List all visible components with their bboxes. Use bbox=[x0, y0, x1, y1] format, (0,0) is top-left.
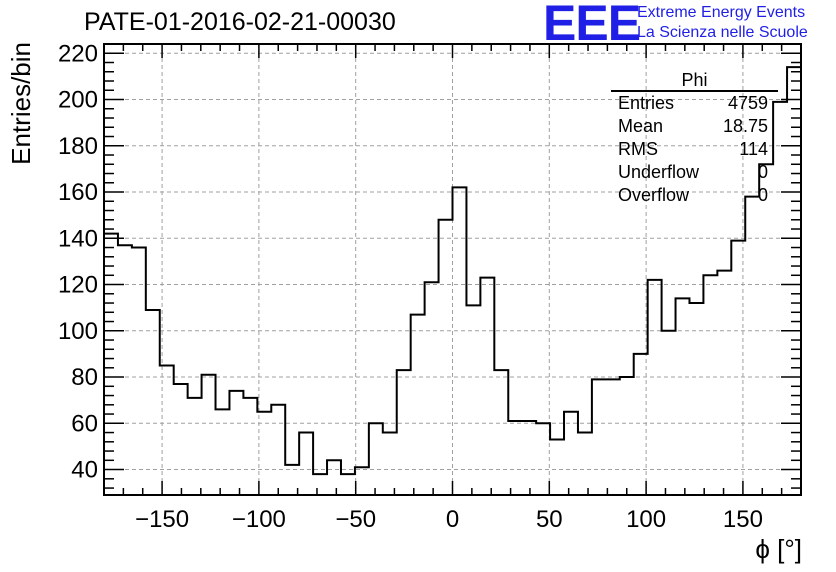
x-tick-label: −150 bbox=[135, 506, 189, 533]
stats-label: Overflow bbox=[618, 185, 690, 205]
histogram-series bbox=[104, 66, 801, 476]
stats-value: 18.75 bbox=[722, 116, 768, 136]
x-tick-label: 100 bbox=[626, 506, 666, 533]
y-tick-label: 200 bbox=[58, 87, 98, 114]
logo-line-1: Extreme Energy Events bbox=[637, 4, 806, 21]
grid-lines bbox=[104, 44, 801, 495]
stats-value: 4759 bbox=[727, 93, 768, 113]
stats-row-underflow: Underflow 0 bbox=[618, 162, 776, 184]
stats-label: Mean bbox=[618, 116, 664, 136]
x-tick-label: 50 bbox=[536, 506, 563, 533]
y-tick-label: 120 bbox=[58, 272, 98, 299]
x-tick-label: 150 bbox=[723, 506, 763, 533]
stats-label: Underflow bbox=[618, 162, 700, 182]
tick-labels: −150 −100 −50 0 50 100 150 40 60 80 100 120 140 160 18… bbox=[58, 40, 763, 533]
x-tick-label: −100 bbox=[232, 506, 286, 533]
x-tick-label: 0 bbox=[446, 506, 459, 533]
eee-logo: EEE bbox=[543, 0, 641, 51]
stats-value: 0 bbox=[757, 185, 768, 205]
stats-divider bbox=[611, 90, 778, 92]
plot-title: PATE-01-2016-02-21-00030 bbox=[84, 8, 396, 36]
y-tick-label: 220 bbox=[58, 40, 98, 67]
stats-label: Entries bbox=[618, 93, 675, 113]
y-tick-label: 180 bbox=[58, 133, 98, 160]
stats-value: 114 bbox=[739, 139, 768, 159]
stats-value: 0 bbox=[757, 162, 768, 182]
axis-ticks bbox=[103, 43, 802, 495]
x-tick-label: −50 bbox=[335, 506, 376, 533]
y-tick-label: 160 bbox=[58, 179, 98, 206]
stats-title: Phi bbox=[681, 70, 708, 90]
y-tick-label: 140 bbox=[58, 225, 98, 252]
y-tick-label: 80 bbox=[71, 364, 98, 391]
y-tick-label: 100 bbox=[58, 318, 98, 345]
stats-label: RMS bbox=[618, 139, 658, 159]
logo-line-2: La Scienza nelle Scuole bbox=[637, 24, 808, 41]
y-axis-label: Entries/bin bbox=[6, 42, 36, 165]
stats-row-mean: Mean 18.75 bbox=[618, 116, 776, 138]
x-axis-label: ϕ [°] bbox=[755, 534, 802, 564]
stats-row-overflow: Overflow 0 bbox=[618, 185, 776, 207]
stats-row-rms: RMS 114 bbox=[618, 139, 776, 161]
stats-row-entries: Entries 4759 bbox=[618, 93, 776, 115]
y-tick-label: 40 bbox=[71, 457, 98, 484]
y-tick-label: 60 bbox=[71, 410, 98, 437]
